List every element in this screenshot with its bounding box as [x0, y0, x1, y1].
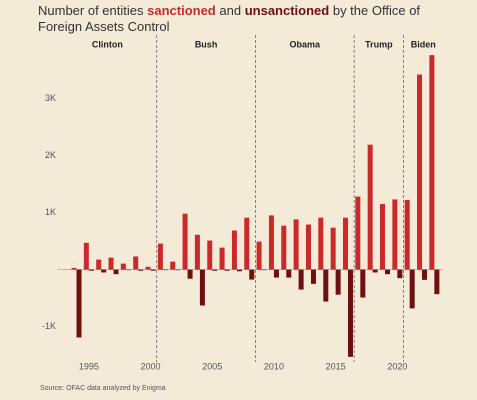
- period-label: Trump: [365, 39, 393, 49]
- bar: [372, 269, 378, 273]
- bar: [417, 74, 423, 270]
- bar: [224, 269, 230, 271]
- bar: [83, 242, 89, 270]
- bar: [360, 269, 366, 298]
- bar: [133, 256, 139, 270]
- bar: [409, 269, 415, 309]
- bar: [101, 269, 107, 273]
- bar: [273, 269, 279, 278]
- bar: [138, 269, 144, 271]
- bar: [286, 269, 292, 278]
- bar: [261, 269, 267, 271]
- bar: [71, 267, 77, 270]
- bar: [330, 227, 336, 270]
- x-tick-label: 1995: [79, 361, 99, 371]
- source: Source: OFAC data analyzed by Enigma: [40, 385, 166, 392]
- legend-sanctioned: sanctioned: [147, 3, 216, 18]
- bar: [380, 204, 386, 270]
- y-tick-label: -1K: [42, 321, 56, 331]
- bar: [219, 247, 225, 270]
- bar: [199, 269, 205, 306]
- bar: [244, 217, 250, 270]
- period-label: Clinton: [92, 39, 123, 49]
- period-label: Biden: [411, 39, 436, 49]
- x-tick-label: 2020: [387, 361, 407, 371]
- bar: [76, 269, 82, 338]
- bar: [268, 215, 274, 270]
- y-tick-label: 2K: [45, 150, 56, 160]
- bar: [145, 266, 151, 270]
- bar: [113, 269, 119, 275]
- bar: [170, 261, 176, 270]
- bar: [355, 196, 361, 270]
- bar: [236, 269, 242, 272]
- bar: [293, 219, 299, 270]
- bar: [175, 269, 181, 271]
- bar: [342, 217, 348, 270]
- bar: [305, 224, 311, 270]
- x-tick-label: 2005: [202, 361, 222, 371]
- bar: [256, 241, 262, 270]
- bar: [212, 269, 218, 271]
- bar: [298, 269, 304, 290]
- bar: [157, 243, 163, 270]
- title-part: Number of entities: [38, 3, 144, 18]
- bar: [385, 269, 391, 275]
- bar: [318, 217, 324, 270]
- bar: [182, 213, 188, 270]
- bar: [96, 259, 102, 270]
- title-part: and: [219, 3, 242, 18]
- bar: [323, 269, 329, 302]
- bar: [404, 200, 410, 270]
- bar: [335, 269, 341, 295]
- bar: [120, 263, 126, 270]
- x-tick-label: 2000: [141, 361, 161, 371]
- y-tick-label: 1K: [45, 207, 56, 217]
- bar: [367, 144, 373, 270]
- bar: [434, 269, 440, 295]
- bar: [162, 269, 168, 271]
- bar: [249, 269, 255, 280]
- bar: [231, 230, 237, 270]
- bar: [125, 269, 131, 271]
- x-tick-label: 2010: [264, 361, 284, 371]
- bar: [347, 269, 353, 357]
- x-tick-label: 2015: [326, 361, 346, 371]
- bar: [88, 269, 94, 271]
- period-label: Obama: [290, 39, 322, 49]
- bar: [194, 234, 200, 270]
- title-part: by the Office of Foreign Assets Control: [38, 3, 421, 34]
- bar: [392, 199, 398, 270]
- bar: [310, 269, 316, 284]
- bar: [108, 257, 114, 270]
- legend-unsanctioned: unsanctioned: [244, 3, 330, 18]
- bar: [397, 269, 403, 279]
- bar: [207, 240, 213, 270]
- chart-title: Number of entities sanctioned and unsanc…: [38, 3, 458, 35]
- bar: [187, 269, 193, 279]
- bar: [150, 269, 156, 271]
- bar: [422, 269, 428, 280]
- y-tick-label: 3K: [45, 93, 56, 103]
- bar: [281, 225, 287, 270]
- bar: [429, 55, 435, 270]
- period-label: Bush: [195, 39, 218, 49]
